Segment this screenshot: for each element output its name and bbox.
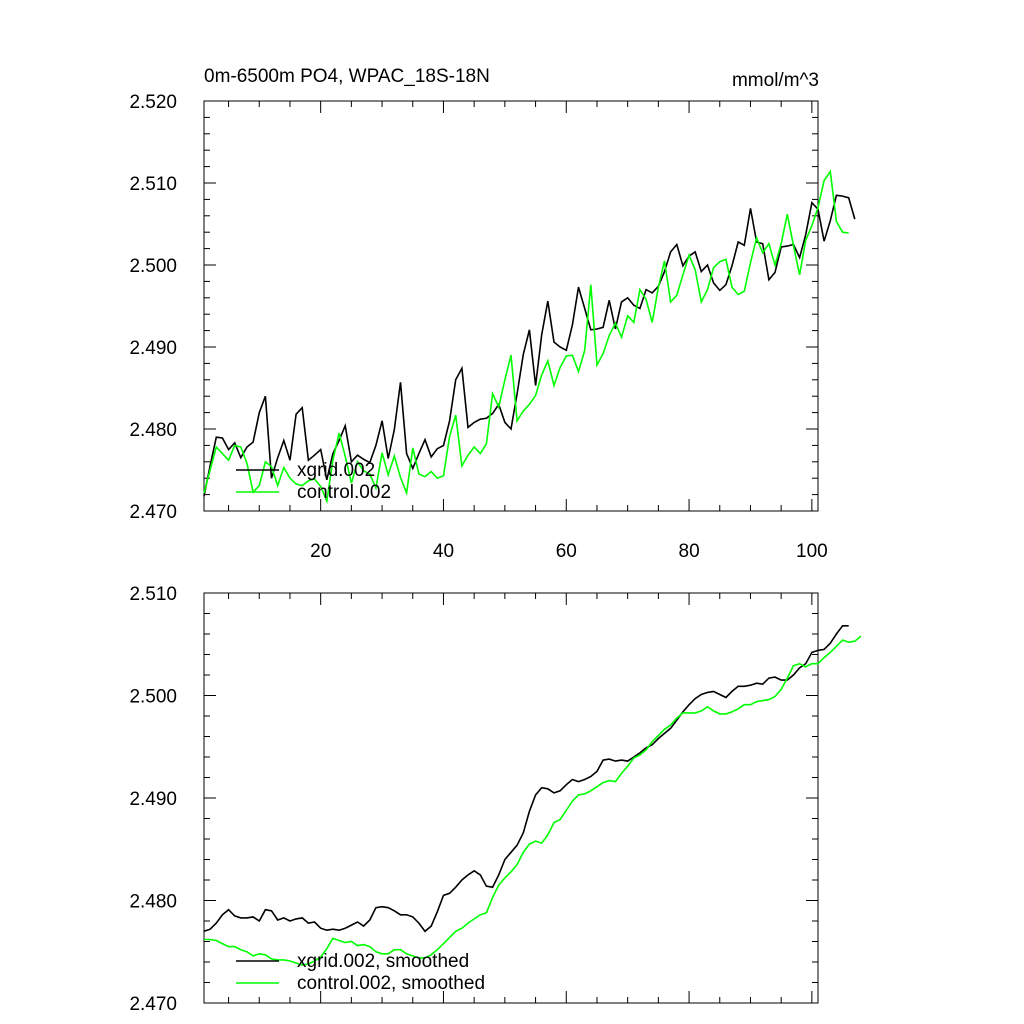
y-tick-label: 2.500 — [129, 256, 177, 277]
x-tick-label: 100 — [796, 541, 828, 562]
y-tick-label: 2.510 — [129, 174, 177, 195]
y-tick-label: 2.470 — [129, 994, 177, 1015]
axis-ticks — [204, 593, 818, 1004]
x-tick-label: 20 — [310, 541, 331, 562]
x-tick-label: 60 — [556, 541, 577, 562]
series-line-control — [203, 169, 849, 505]
legend: xgrid.002 control.002 — [236, 460, 391, 503]
series-line-xgrid-smoothed — [203, 624, 849, 933]
y-tick-label: 2.490 — [129, 789, 177, 810]
y-tick-label: 2.510 — [129, 584, 177, 605]
y-tick-label: 2.500 — [129, 687, 177, 708]
legend-label-control: control.002 — [297, 482, 391, 503]
y-tick-label: 2.520 — [129, 92, 177, 113]
legend-label-xgrid-smoothed: xgrid.002, smoothed — [297, 951, 469, 972]
y-tick-label: 2.490 — [129, 338, 177, 359]
plot-frame-bottom — [203, 592, 819, 1004]
top-panel: 0m-6500m PO4, WPAC_18S-18N mmol/m^3 2.47… — [129, 66, 856, 562]
legend-label-control-smoothed: control.002, smoothed — [297, 973, 485, 994]
bottom-panel: 2.470 2.480 2.490 2.500 2.510 xgrid.002,… — [129, 584, 862, 1015]
y-axis-tick-labels: 2.470 2.480 2.490 2.500 2.510 2.520 — [129, 92, 177, 523]
x-axis-tick-labels: 20 40 60 80 100 — [310, 541, 828, 562]
legend-label-xgrid: xgrid.002 — [297, 460, 375, 481]
series-line-control-smoothed — [204, 635, 862, 966]
x-tick-label: 80 — [679, 541, 700, 562]
series-line-xgrid — [203, 194, 856, 497]
plot-frame-top — [203, 100, 819, 512]
y-tick-label: 2.480 — [129, 892, 177, 913]
legend: xgrid.002, smoothed control.002, smoothe… — [236, 951, 485, 994]
x-tick-label: 40 — [433, 541, 454, 562]
units-label: mmol/m^3 — [732, 70, 819, 91]
y-tick-label: 2.480 — [129, 420, 177, 441]
axis-ticks — [204, 101, 818, 512]
y-tick-label: 2.470 — [129, 502, 177, 523]
chart-title: 0m-6500m PO4, WPAC_18S-18N — [204, 66, 490, 87]
y-axis-tick-labels: 2.470 2.480 2.490 2.500 2.510 — [129, 584, 177, 1015]
